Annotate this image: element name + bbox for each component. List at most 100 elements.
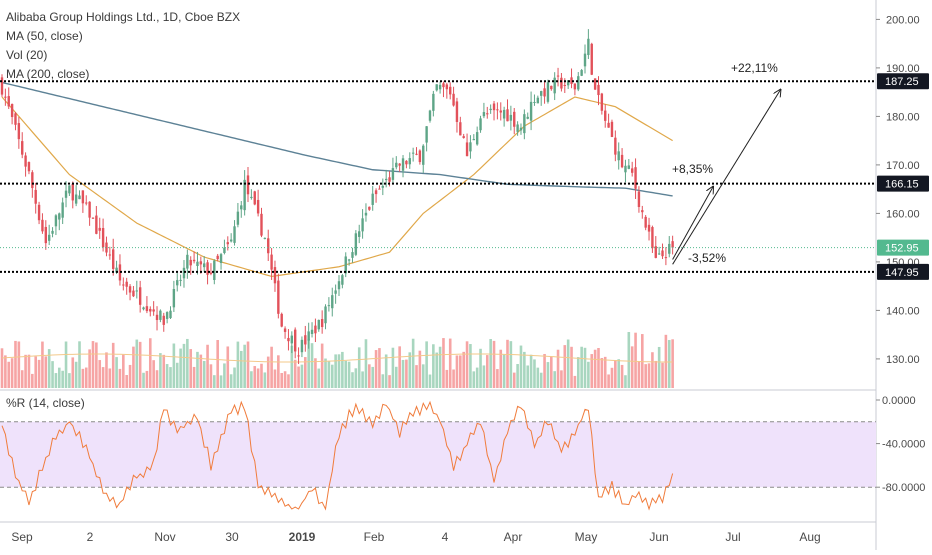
volume-bar — [651, 352, 654, 388]
volume-bar — [560, 370, 563, 388]
level-badge-1-bg — [877, 175, 929, 192]
volume-bar — [297, 366, 300, 388]
volume-bar — [563, 345, 567, 388]
candle-body — [206, 262, 209, 275]
volume-bar — [570, 346, 573, 388]
candle-body — [459, 122, 462, 136]
volume-bar — [81, 368, 85, 388]
volume-bar — [624, 375, 627, 388]
candle-body — [17, 123, 21, 140]
time-label-4: 2019 — [289, 530, 316, 544]
volume-bar — [31, 373, 34, 388]
volume-bar — [475, 367, 479, 388]
volume-bar — [68, 373, 71, 388]
candle-body — [411, 152, 415, 154]
volume-bar — [607, 374, 610, 388]
volume-bar — [246, 341, 250, 388]
volume-bar — [671, 339, 674, 388]
time-label-7: Apr — [504, 530, 523, 544]
candle-body — [91, 217, 95, 219]
volume-bar — [20, 370, 24, 388]
price-tick-4: 160.00 — [886, 208, 920, 220]
volume-bar — [320, 343, 324, 388]
volume-bar — [438, 346, 442, 388]
candle-body — [391, 168, 395, 180]
candle-body — [351, 252, 354, 258]
volume-bar — [519, 345, 523, 388]
candle-body — [209, 272, 213, 274]
volume-bar — [280, 372, 284, 388]
volume-bar — [580, 346, 583, 388]
volume-bar — [273, 369, 277, 388]
volume-bar — [583, 347, 587, 388]
candle-body — [263, 237, 267, 239]
volume-bar — [14, 340, 17, 388]
candle-body — [98, 227, 101, 231]
candle-body — [597, 84, 600, 96]
candle-body — [580, 70, 583, 76]
volume-bar — [10, 358, 14, 388]
candle-body — [78, 195, 81, 200]
volume-bar — [455, 355, 459, 388]
candle-body — [293, 329, 297, 352]
candle-body — [223, 247, 226, 254]
volume-bar — [364, 339, 368, 388]
volume-bar — [398, 346, 401, 388]
volume-bar — [105, 352, 108, 388]
volume-bar — [425, 341, 428, 388]
projection-arrows[interactable]: +22,11% +8,35% -3,52% — [672, 61, 780, 265]
candle-body — [418, 150, 422, 163]
candle-body — [617, 151, 620, 161]
candle-body — [203, 263, 206, 268]
candle-body — [243, 179, 246, 211]
volume-bar — [539, 372, 543, 388]
volume-bar — [593, 349, 597, 388]
candle-body — [10, 104, 14, 118]
volume-bar — [614, 360, 617, 388]
volume-bar — [186, 338, 189, 388]
candle-body — [583, 53, 587, 67]
volume-bar — [550, 356, 553, 388]
candle-body — [573, 83, 577, 90]
volume-bar — [543, 353, 546, 388]
level-badge-2: 147.95 — [885, 267, 919, 279]
horizontal-levels[interactable] — [0, 80, 876, 273]
candle-body — [267, 238, 270, 254]
ma50-legend[interactable]: MA (50, close) — [6, 29, 83, 43]
candle-body — [219, 254, 223, 264]
price-tick-1: 190.00 — [886, 63, 920, 75]
volume-bar — [182, 343, 186, 388]
candle-body — [388, 177, 391, 182]
volume-bar — [95, 342, 98, 388]
volume-bar — [266, 356, 270, 388]
volume-bar — [324, 358, 327, 388]
volume-bar — [546, 362, 550, 388]
volume-legend[interactable]: Vol (20) — [6, 48, 48, 62]
symbol-title[interactable]: Alibaba Group Holdings Ltd., 1D, Cboe BZ… — [6, 10, 241, 24]
volume-bar — [111, 342, 115, 388]
williams-r-legend[interactable]: %R (14, close) — [6, 396, 85, 410]
candle-body — [449, 86, 452, 95]
candle-body — [125, 281, 128, 287]
time-label-8: May — [575, 530, 598, 544]
volume-bar — [644, 364, 647, 388]
volume-bar — [122, 354, 125, 388]
volume-bar — [516, 364, 519, 388]
volume-bar — [391, 347, 395, 388]
candle-body — [347, 259, 351, 261]
volume-bar — [657, 346, 661, 388]
volume-bar — [64, 341, 68, 388]
candle-body — [482, 112, 486, 117]
volume-bar — [496, 369, 499, 388]
candle-body — [428, 110, 432, 121]
candle-body — [101, 228, 105, 248]
volume-bar — [37, 359, 41, 388]
volume-bar — [196, 351, 199, 388]
candle-body — [115, 267, 118, 273]
volume-bar — [304, 357, 307, 388]
candle-body — [81, 190, 85, 204]
ma200-legend[interactable]: MA (200, close) — [6, 67, 90, 81]
volume-bar — [317, 368, 321, 388]
